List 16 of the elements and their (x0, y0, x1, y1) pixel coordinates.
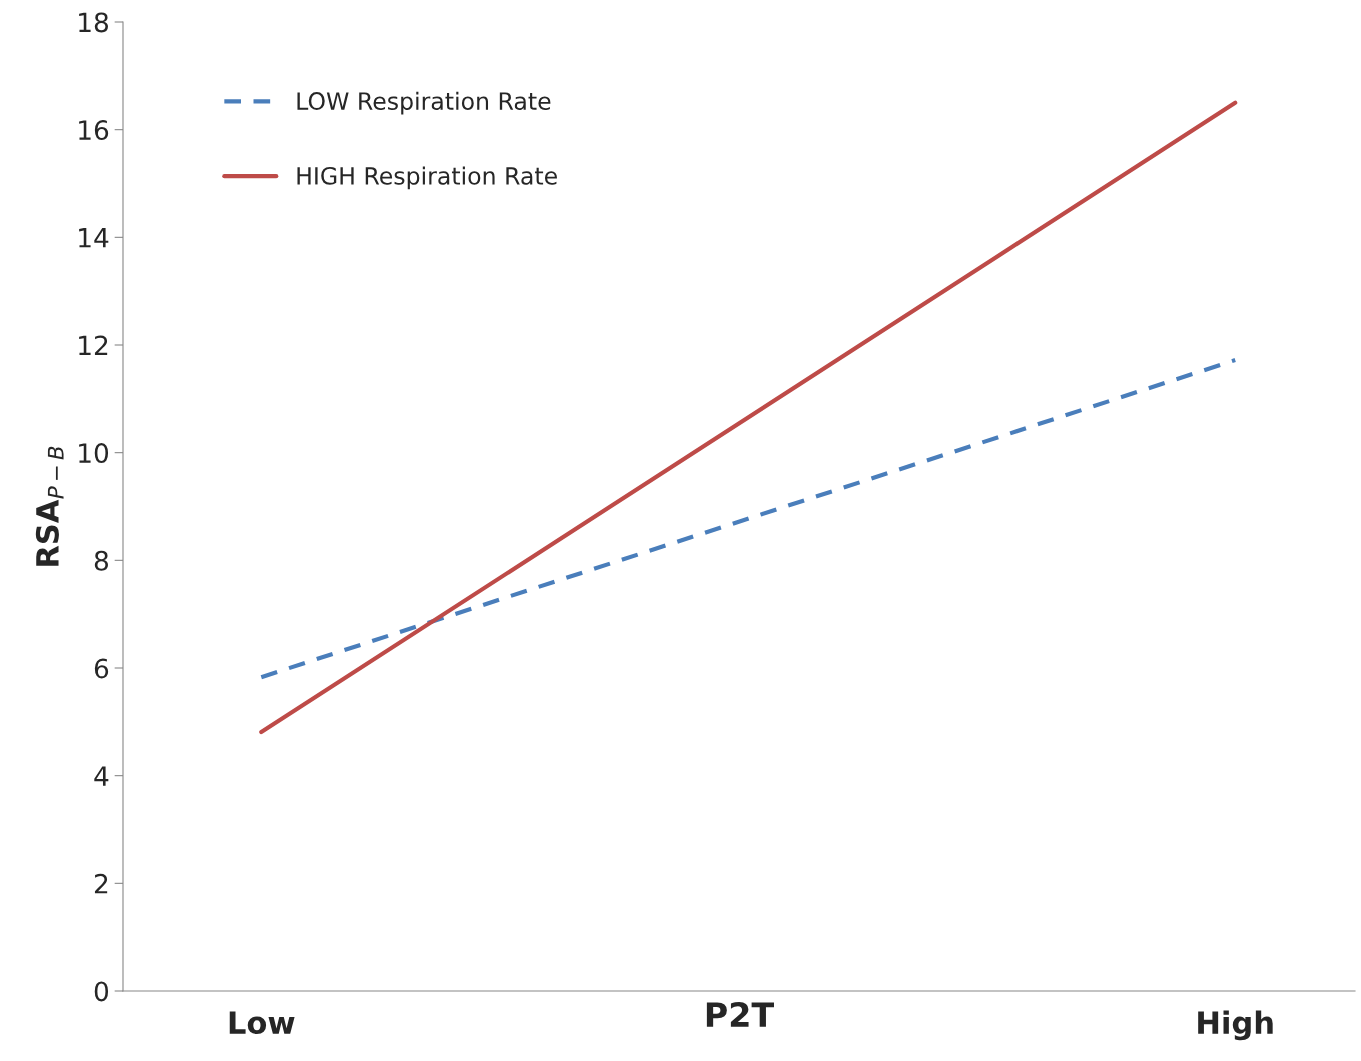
x-tick-label: High (1198, 1010, 1273, 1041)
y-tick-label: 4 (94, 766, 109, 786)
y-axis-title: RSA$_{P−B}$ (35, 446, 64, 566)
y-tick-label: 10 (79, 443, 109, 464)
y-tick-label: 16 (79, 120, 109, 141)
y-tick-label: 12 (79, 335, 108, 356)
legend-label: LOW Respiration Rate (297, 91, 551, 115)
y-tick-label: 8 (94, 550, 108, 571)
legend-label: HIGH Respiration Rate (297, 166, 557, 190)
x-axis-title: P2T (706, 1001, 774, 1027)
y-tick-label: 6 (94, 658, 109, 679)
y-tick-label: 2 (94, 873, 108, 894)
y-tick-label: 0 (94, 981, 109, 1002)
y-tick-label: 14 (79, 228, 109, 248)
y-tick-label: 18 (79, 12, 108, 33)
x-tick-label: Low (229, 1011, 295, 1035)
